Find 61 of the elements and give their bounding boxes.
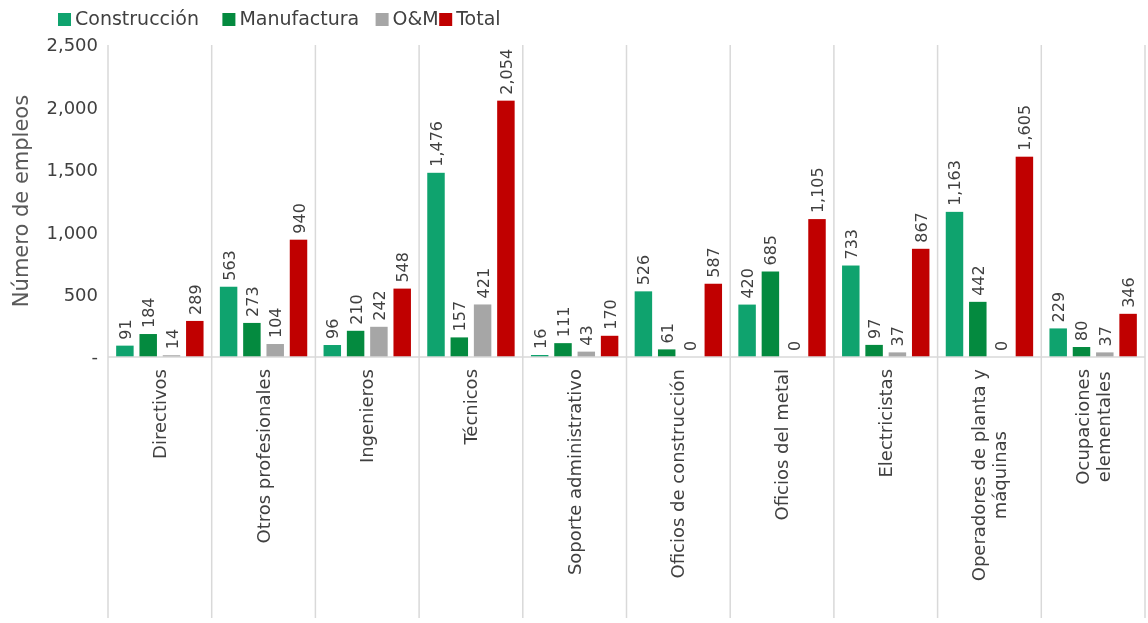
data-label: 16 [530,328,550,349]
data-label: 91 [115,319,135,340]
data-label: 289 [185,284,205,315]
data-label: 37 [1095,326,1115,347]
y-tick-label: - [91,346,98,368]
data-label: 273 [242,286,262,317]
x-tick-label: Oficios del metal [771,369,793,521]
data-label: 563 [219,250,239,281]
data-label: 170 [600,299,620,330]
data-label: 157 [450,300,470,332]
data-label: 420 [738,268,758,299]
data-label: 2,054 [496,48,516,95]
y-tick-label: 2,500 [46,34,98,56]
data-label: 0 [784,340,804,351]
data-label: 0 [681,340,700,351]
x-tick-label: Ocupaciones elementales [1071,369,1114,485]
data-label: 685 [761,234,781,266]
data-label: 867 [911,212,931,243]
data-label: 940 [289,203,309,234]
data-label: 210 [346,294,366,325]
data-label: 1,476 [426,120,446,167]
data-label: 346 [1119,277,1139,308]
y-tick-label: 2,000 [46,96,98,118]
data-label: 242 [369,290,389,321]
data-label: 37 [888,326,908,347]
x-tick-label: Directivos [148,368,170,459]
data-label: 548 [393,252,413,283]
legend-label: Manufactura [239,7,360,29]
data-label: 0 [992,340,1012,351]
data-label: 184 [139,297,159,329]
data-label: 43 [577,325,597,346]
data-label: 1,163 [945,160,965,206]
legend-label: Total [455,7,501,29]
legend-label: O&M [392,7,439,29]
data-label: 733 [841,228,861,260]
data-label: 421 [473,267,493,299]
data-label: 97 [865,318,885,339]
x-tick-label: Electricistas [874,369,896,478]
x-tick-label: Oficios de construcción [667,369,689,579]
y-tick-label: 1,000 [46,221,98,243]
y-tick-label: 1,500 [46,159,98,181]
y-axis-title: Número de empleos [9,94,33,308]
data-label: 1,105 [808,167,828,214]
data-label: 96 [323,318,343,340]
x-tick-label: Técnicos [459,369,481,446]
x-tick-label: Operadores de planta y máquinas [967,368,1010,582]
data-label: 229 [1049,291,1069,323]
data-label: 14 [162,328,182,350]
x-tick-label: Ingenieros [356,368,378,464]
data-label: 104 [266,307,286,339]
data-label: 1,605 [1015,104,1035,151]
x-tick-label: Otros profesionales [252,369,274,544]
data-label: 80 [1072,320,1092,342]
y-tick-label: 500 [63,283,98,305]
data-label: 61 [657,323,677,344]
data-label: 111 [554,306,573,338]
data-label: 442 [968,265,988,296]
x-tick-label: Soporte administrativo [563,369,585,576]
legend-label: Construcción [75,7,199,29]
data-label: 526 [634,254,654,286]
data-label: 587 [704,247,724,278]
